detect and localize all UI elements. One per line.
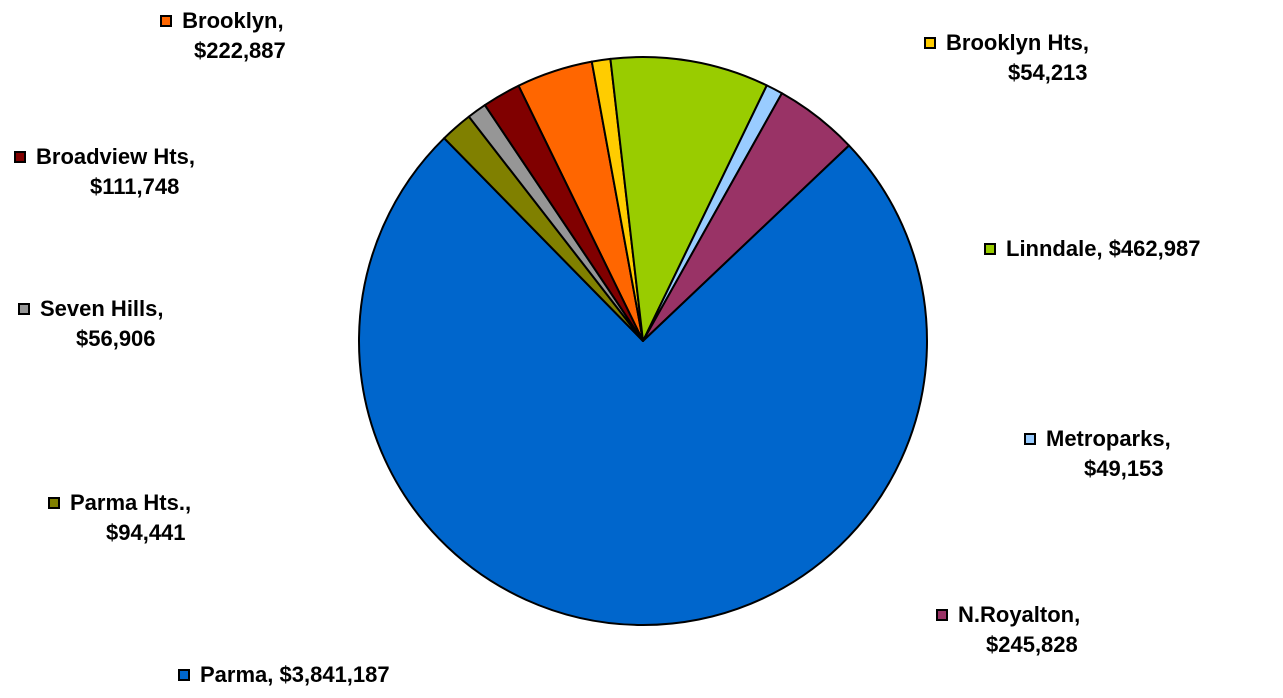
label-seven-hills-name: Seven Hills [40, 296, 158, 321]
pie-slices [358, 56, 928, 626]
label-parma-hts-value: $94,441 [106, 520, 186, 545]
label-brooklyn-name: Brooklyn [182, 8, 278, 33]
legend-swatch-seven-hills [18, 303, 30, 315]
legend-swatch-brooklyn [160, 15, 173, 27]
label-n-royalton: N.Royalton, $245,828 [936, 600, 1080, 660]
label-metroparks: Metroparks, $49,153 [1024, 424, 1171, 484]
label-seven-hills: Seven Hills, $56,906 [18, 294, 164, 354]
label-linndale: Linndale, $462,987 [984, 234, 1200, 264]
legend-swatch-metroparks [1024, 433, 1036, 445]
label-parma-hts: Parma Hts., $94,441 [48, 488, 191, 548]
legend-swatch-n-royalton [936, 609, 948, 621]
legend-swatch-parma [178, 669, 190, 681]
label-parma-value: $3,841,187 [279, 662, 390, 687]
label-broadview-hts: Broadview Hts, $111,748 [14, 142, 195, 202]
label-parma: Parma, $3,841,187 [178, 660, 390, 690]
label-n-royalton-value: $245,828 [986, 632, 1078, 657]
label-seven-hills-value: $56,906 [76, 326, 156, 351]
label-brooklyn-hts-name: Brooklyn Hts [946, 30, 1083, 55]
label-parma-hts-name: Parma Hts. [70, 490, 185, 515]
pie-slice-broadview-hts [483, 84, 644, 342]
label-parma-name: Parma [200, 662, 268, 687]
label-brooklyn-hts: Brooklyn Hts, $54,213 [924, 28, 1089, 88]
label-broadview-hts-name: Broadview Hts [36, 144, 189, 169]
label-linndale-name: Linndale [1006, 236, 1097, 261]
label-brooklyn: Brooklyn, $222,887 [158, 6, 286, 66]
label-brooklyn-hts-value: $54,213 [1008, 60, 1088, 85]
legend-swatch-broadview-hts [14, 151, 26, 163]
label-metroparks-name: Metroparks [1046, 426, 1165, 451]
label-n-royalton-name: N.Royalton [958, 602, 1075, 627]
label-broadview-hts-value: $111,748 [90, 174, 180, 199]
pie-slice-linndale [609, 56, 768, 342]
label-brooklyn-value: $222,887 [194, 38, 286, 63]
pie-slice-parma [358, 137, 928, 626]
legend-swatch-brooklyn-hts [924, 37, 936, 49]
legend-swatch-parma-hts [48, 497, 60, 509]
legend-swatch-linndale [984, 243, 996, 255]
label-metroparks-value: $49,153 [1084, 456, 1164, 481]
label-linndale-value: $462,987 [1108, 236, 1201, 261]
